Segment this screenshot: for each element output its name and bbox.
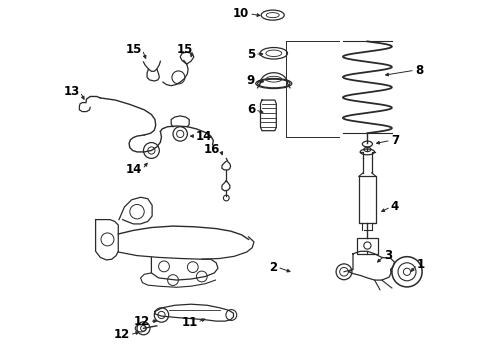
Text: 1: 1 [417,258,425,271]
Bar [357,238,378,254]
Text: 11: 11 [181,316,197,329]
Text: 8: 8 [415,64,423,77]
Text: 7: 7 [391,134,399,147]
Text: 15: 15 [126,43,143,56]
Text: 12: 12 [114,328,130,341]
Text: 2: 2 [270,261,277,274]
Text: 5: 5 [247,48,255,60]
Text: 9: 9 [247,75,255,87]
Text: 16: 16 [204,143,220,156]
Bar [359,176,376,223]
Text: 3: 3 [385,249,393,262]
Text: 10: 10 [233,7,249,20]
Text: 12: 12 [133,315,149,328]
Text: 14: 14 [126,163,143,176]
Text: 6: 6 [247,103,255,116]
Text: 15: 15 [176,43,193,56]
Text: 14: 14 [196,130,212,143]
Text: 13: 13 [64,85,80,98]
Text: 4: 4 [391,201,399,213]
